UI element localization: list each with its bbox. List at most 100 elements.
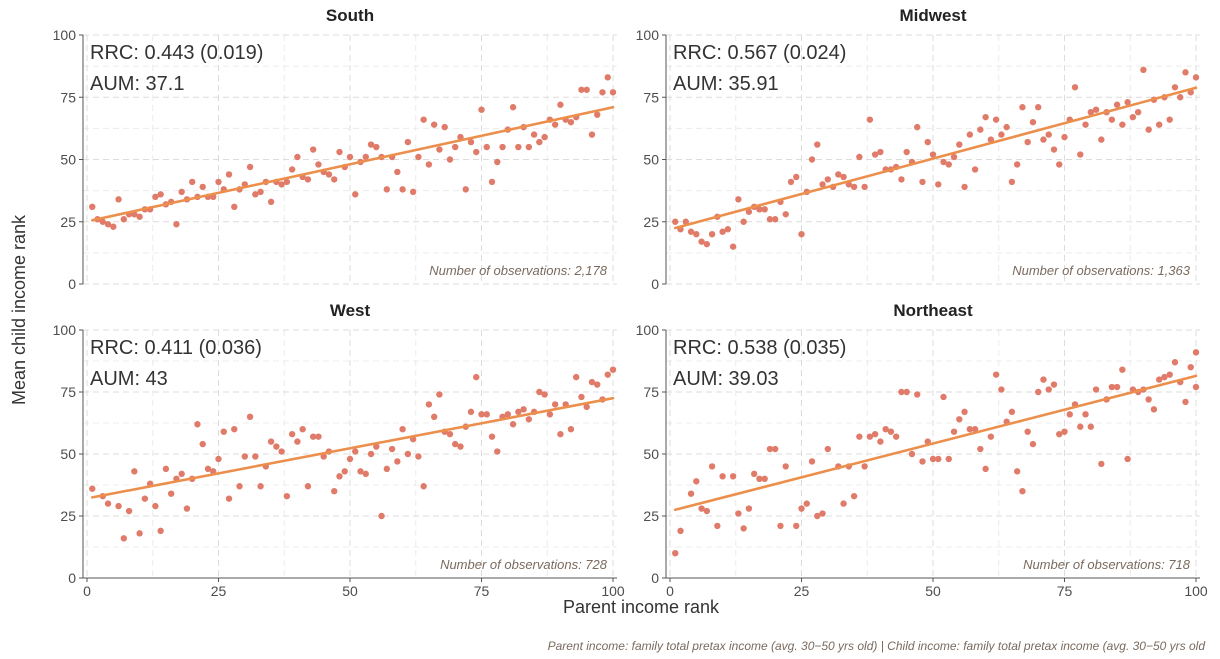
data-point bbox=[383, 465, 391, 473]
x-tick-label: 100 bbox=[1184, 583, 1208, 599]
y-tick-label: 100 bbox=[636, 27, 660, 43]
data-point bbox=[1182, 398, 1189, 406]
data-point bbox=[578, 86, 585, 93]
data-point bbox=[420, 116, 427, 123]
data-point bbox=[1029, 440, 1037, 448]
data-point bbox=[840, 500, 847, 507]
data-point bbox=[1087, 108, 1095, 116]
data-point bbox=[273, 443, 280, 450]
data-point bbox=[541, 133, 548, 141]
data-point bbox=[1066, 411, 1073, 418]
data-point bbox=[425, 161, 433, 168]
data-point bbox=[604, 371, 611, 378]
data-point bbox=[436, 146, 443, 153]
data-point bbox=[924, 138, 931, 146]
data-point bbox=[1003, 123, 1010, 131]
fit-line bbox=[90, 396, 615, 499]
data-point bbox=[278, 181, 285, 188]
data-point bbox=[125, 507, 133, 515]
data-point bbox=[866, 116, 874, 123]
data-point bbox=[971, 166, 979, 173]
data-point bbox=[299, 426, 306, 433]
data-point bbox=[1113, 101, 1121, 108]
data-point bbox=[509, 421, 517, 428]
aum-annotation: AUM: 43 bbox=[90, 368, 168, 390]
data-point bbox=[798, 505, 805, 512]
data-point bbox=[257, 188, 264, 196]
data-point bbox=[766, 216, 774, 223]
y-tick-label: 0 bbox=[651, 276, 659, 292]
data-point bbox=[735, 510, 742, 517]
x-tick-label: 25 bbox=[211, 583, 227, 599]
data-point bbox=[803, 500, 810, 507]
observations-count: Number of observations: 2,178 bbox=[429, 263, 608, 278]
data-point bbox=[131, 468, 138, 475]
data-point bbox=[346, 153, 354, 161]
data-point bbox=[856, 433, 863, 440]
data-point bbox=[236, 483, 243, 490]
data-point bbox=[729, 473, 737, 480]
data-point bbox=[499, 143, 506, 151]
data-point bbox=[546, 411, 554, 418]
data-point bbox=[215, 455, 222, 463]
data-point bbox=[225, 171, 233, 178]
data-point bbox=[824, 445, 831, 453]
data-point bbox=[1092, 106, 1100, 113]
data-point bbox=[252, 453, 259, 460]
data-point bbox=[1024, 428, 1031, 435]
data-point bbox=[724, 226, 732, 233]
data-point bbox=[956, 141, 963, 148]
data-point bbox=[819, 510, 826, 517]
data-point bbox=[708, 463, 716, 470]
data-point bbox=[115, 502, 122, 510]
data-point bbox=[304, 176, 312, 183]
data-point bbox=[488, 178, 496, 186]
data-point bbox=[278, 448, 285, 455]
data-point bbox=[536, 138, 543, 146]
data-point bbox=[104, 221, 112, 228]
y-tick-label: 50 bbox=[643, 152, 659, 168]
data-point bbox=[194, 421, 201, 428]
data-point bbox=[971, 426, 979, 433]
data-point bbox=[446, 156, 454, 163]
data-point bbox=[1171, 359, 1179, 366]
data-point bbox=[1035, 104, 1042, 111]
data-point bbox=[367, 450, 375, 458]
data-point bbox=[215, 178, 222, 186]
data-point bbox=[104, 500, 112, 507]
data-point bbox=[478, 411, 485, 418]
data-point bbox=[220, 428, 227, 435]
y-tick-label: 0 bbox=[68, 276, 76, 292]
data-point bbox=[120, 535, 128, 542]
y-tick-label: 75 bbox=[60, 89, 76, 105]
data-point bbox=[919, 458, 926, 465]
data-point bbox=[588, 378, 596, 386]
data-point bbox=[288, 430, 296, 438]
x-tick-label: 25 bbox=[794, 583, 810, 599]
data-point bbox=[178, 188, 185, 196]
data-point bbox=[908, 450, 916, 458]
data-point bbox=[520, 406, 527, 413]
data-point bbox=[462, 186, 469, 193]
data-point bbox=[756, 475, 763, 482]
data-point bbox=[871, 151, 879, 158]
data-point bbox=[1108, 383, 1116, 391]
data-point bbox=[1161, 373, 1168, 381]
data-point bbox=[1045, 131, 1052, 138]
data-point bbox=[719, 473, 726, 480]
data-point bbox=[677, 527, 684, 535]
data-point bbox=[152, 193, 159, 201]
y-tick-label: 50 bbox=[643, 446, 659, 462]
y-tick-label: 50 bbox=[60, 446, 76, 462]
data-point bbox=[504, 411, 511, 418]
data-point bbox=[609, 366, 617, 373]
data-point bbox=[672, 550, 679, 557]
data-point bbox=[483, 143, 490, 151]
data-point bbox=[394, 168, 401, 176]
data-point bbox=[777, 522, 784, 530]
data-point bbox=[703, 507, 711, 515]
panel-title: Midwest bbox=[899, 6, 966, 25]
data-point bbox=[404, 450, 412, 458]
panel-midwest: 0 25 50 75 100 Midwest RRC: 0.567 (0.024) AUM: … bbox=[636, 6, 1200, 292]
y-tick-label: 100 bbox=[636, 322, 660, 338]
